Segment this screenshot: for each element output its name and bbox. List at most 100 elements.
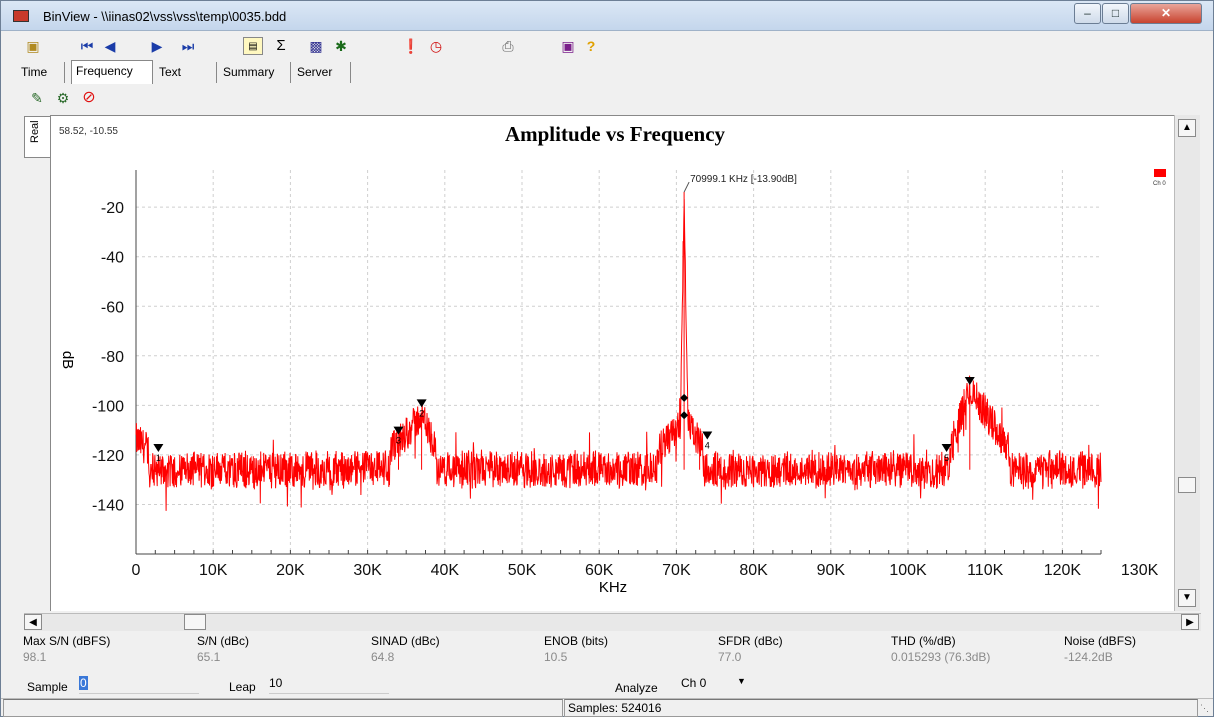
controls-row: Sample 0 Leap 10 Analyze Ch 0 ▼: [1, 676, 1213, 698]
marker-label: 2: [419, 408, 424, 418]
minimize-button[interactable]: –: [1074, 3, 1101, 24]
tab-frequency[interactable]: Frequency: [71, 60, 153, 84]
chart-title: Amplitude vs Frequency: [505, 122, 726, 146]
alert-icon[interactable]: ❗: [402, 38, 420, 54]
stat-enob: ENOB (bits) 10.5: [544, 634, 608, 664]
scroll-up-button[interactable]: ▲: [1178, 119, 1196, 137]
marker-triangle: [702, 431, 713, 440]
stat-sinad: SINAD (dBc) 64.8: [371, 634, 440, 664]
analysis-stats: Max S/N (dBFS) 98.1 S/N (dBc) 65.1 SINAD…: [1, 634, 1213, 672]
tab-frequency-label: Frequency: [76, 64, 133, 78]
peak-annotation-text: 70999.1 KHz [-13.90dB]: [690, 174, 797, 185]
tab-server-label: Server: [297, 65, 333, 79]
analyze-select[interactable]: Ch 0 ▼: [681, 676, 761, 694]
stat-sn: S/N (dBc) 65.1: [197, 634, 249, 664]
stat-noise-value: -124.2dB: [1064, 650, 1113, 664]
y-tick-label: -20: [101, 200, 124, 217]
peak-annotation: 70999.1 KHz [-13.90dB]: [683, 174, 797, 193]
next-record-icon[interactable]: ▶: [151, 38, 163, 54]
status-bar: Samples: 524016 ⋱: [1, 698, 1213, 717]
zoom-chart-icon[interactable]: ⚙: [56, 90, 70, 106]
title-bar: BinView - \\iinas02\vss\vss\temp\0035.bd…: [1, 1, 1213, 31]
vertical-scrollbar[interactable]: ▲ ▼: [1174, 115, 1200, 611]
tab-real-label: Real: [29, 120, 41, 143]
stat-enob-value: 10.5: [544, 650, 568, 664]
stop-icon[interactable]: ⊘: [82, 89, 96, 106]
x-tick-label: 20K: [276, 562, 305, 579]
spectrum-chart[interactable]: 58.52, -10.55 Amplitude vs Frequency 0 10…: [51, 116, 1174, 611]
peak-diamond-marker: [680, 393, 689, 402]
printer-icon[interactable]: ⎙: [502, 38, 514, 54]
cursor-readout: 58.52, -10.55: [59, 126, 118, 137]
marker-label: 5: [944, 453, 949, 463]
resize-grip-icon[interactable]: ⋱: [1200, 703, 1209, 713]
maximize-button[interactable]: □: [1102, 3, 1129, 24]
clock-icon[interactable]: ◷: [429, 38, 443, 54]
y-tick-label: -120: [92, 448, 124, 465]
leap-value: 10: [269, 676, 283, 690]
horizontal-scroll-thumb[interactable]: [184, 614, 206, 630]
peak-leader-line: [683, 181, 690, 193]
stat-max-sn-label: Max S/N (dBFS): [23, 634, 111, 648]
run-icon[interactable]: ✱: [335, 38, 347, 54]
open-folder-icon[interactable]: ▣: [26, 38, 40, 54]
analyze-value: Ch 0: [681, 676, 707, 690]
marker-triangle: [393, 426, 404, 435]
previous-record-icon[interactable]: ◀: [104, 38, 116, 54]
horizontal-scrollbar[interactable]: ◀ ▶: [24, 613, 1201, 631]
stat-thd-label: THD (%/dB): [891, 634, 956, 648]
window-title: BinView - \\iinas02\vss\vss\temp\0035.bd…: [43, 9, 287, 24]
edit-chart-icon[interactable]: ✎: [31, 90, 43, 106]
stat-sfdr: SFDR (dBc) 77.0: [718, 634, 783, 664]
app-icon: [13, 10, 29, 22]
leap-label: Leap: [229, 680, 256, 694]
sample-field[interactable]: 0: [79, 676, 199, 694]
chart-markers: 1 2 3 4 5: [153, 377, 975, 463]
y-tick-label: -60: [101, 299, 124, 316]
status-segment-left: [3, 699, 563, 717]
stat-sinad-value: 64.8: [371, 650, 395, 664]
close-button[interactable]: ✕: [1130, 3, 1202, 24]
help-icon[interactable]: ?: [586, 38, 596, 54]
scroll-thumb[interactable]: [1178, 477, 1196, 493]
tab-real[interactable]: Real: [24, 116, 50, 158]
tab-time-label: Time: [21, 65, 48, 79]
chart-view-icon[interactable]: ▤: [243, 37, 263, 55]
marker-label: 3: [396, 436, 401, 446]
scroll-right-button[interactable]: ▶: [1181, 614, 1199, 630]
stat-max-sn-value: 98.1: [23, 650, 47, 664]
palette-icon[interactable]: ▩: [309, 38, 323, 54]
x-tick-label: 30K: [353, 562, 382, 579]
marker-triangle: [153, 443, 164, 452]
stat-sfdr-value: 77.0: [718, 650, 742, 664]
marker-triangle: [416, 399, 427, 408]
y-tick-label: -40: [101, 250, 124, 267]
chart-axes: [135, 170, 1102, 555]
y-axis-ticks: -20 -40 -60 -80 -100 -120 -140: [92, 200, 124, 514]
x-tick-label: 90K: [817, 562, 846, 579]
y-axis-label: dB: [59, 351, 76, 369]
x-tick-label: 80K: [739, 562, 768, 579]
x-tick-label: 130K: [1121, 562, 1159, 579]
tab-text[interactable]: Text: [155, 62, 217, 83]
marker-label: 4: [705, 441, 710, 451]
tab-time[interactable]: Time: [17, 62, 65, 83]
first-record-icon[interactable]: ⏮: [80, 38, 94, 54]
scroll-down-button[interactable]: ▼: [1178, 589, 1196, 607]
book-icon[interactable]: ▣: [561, 38, 575, 54]
sum-icon[interactable]: Σ: [276, 37, 286, 54]
stat-thd-value: 0.015293 (76.3dB): [891, 650, 991, 664]
stat-sfdr-label: SFDR (dBc): [718, 634, 783, 648]
peak-diamond-marker: [680, 411, 689, 420]
scroll-left-button[interactable]: ◀: [24, 614, 42, 630]
leap-field[interactable]: 10: [269, 676, 389, 694]
stat-noise: Noise (dBFS) -124.2dB: [1064, 634, 1136, 664]
sample-label: Sample: [27, 680, 68, 694]
tab-summary[interactable]: Summary: [219, 62, 291, 83]
spectrum-trace: [135, 192, 1102, 511]
last-record-icon[interactable]: ⏭: [181, 38, 195, 54]
stat-sn-value: 65.1: [197, 650, 221, 664]
tab-server[interactable]: Server: [293, 62, 351, 83]
plot-panel: 58.52, -10.55 Amplitude vs Frequency 0 10…: [50, 115, 1174, 611]
legend-swatch: [1154, 169, 1166, 177]
